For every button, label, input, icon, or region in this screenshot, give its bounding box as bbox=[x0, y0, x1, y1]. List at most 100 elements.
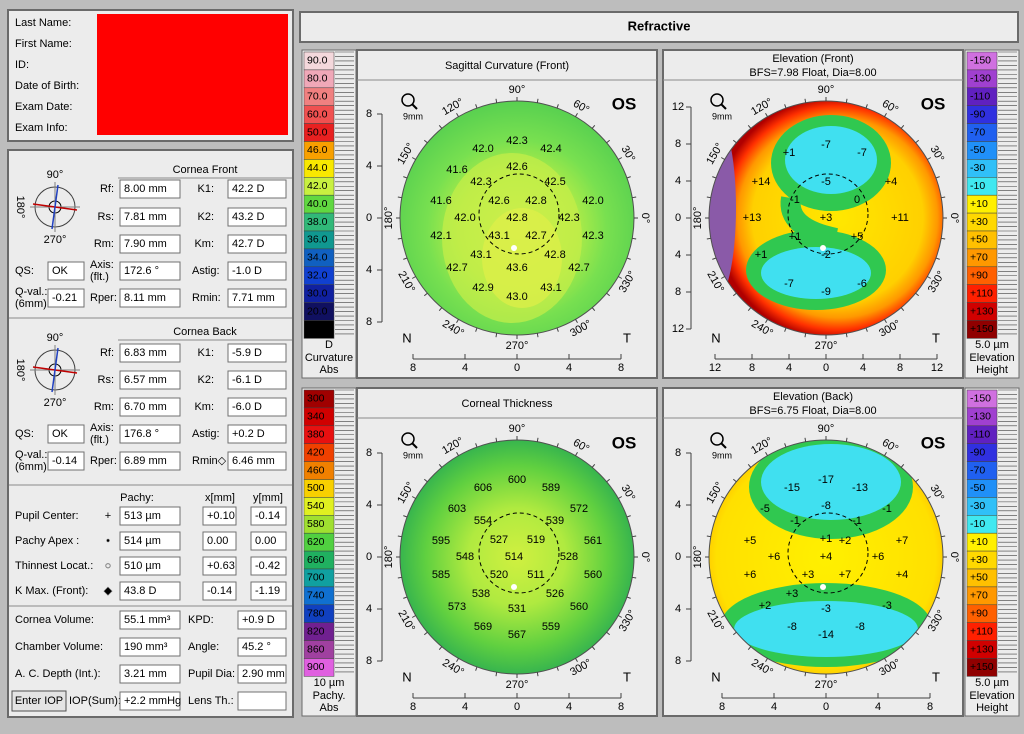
field-value-box bbox=[47, 424, 85, 444]
scale-label: -70 bbox=[970, 464, 985, 476]
scale-label: -90 bbox=[970, 446, 985, 458]
scale-label: 40.0 bbox=[307, 198, 328, 210]
map-value: -7 bbox=[857, 147, 867, 159]
enter-iop-label[interactable]: Enter IOP bbox=[15, 695, 63, 707]
y-tick-label: 4 bbox=[675, 249, 681, 261]
field-value: OK bbox=[52, 265, 69, 277]
map-value: 41.6 bbox=[430, 195, 451, 207]
pachy-symbol: • bbox=[106, 535, 110, 547]
x-tick-label: 8 bbox=[410, 362, 416, 374]
angle-tick bbox=[536, 333, 539, 338]
eye-label: OS bbox=[612, 94, 637, 113]
angle-label: 90° bbox=[818, 84, 835, 96]
angle-tick bbox=[423, 478, 428, 483]
enter-iop-button[interactable] bbox=[11, 690, 67, 712]
angle-tick bbox=[845, 437, 848, 442]
angle-tick bbox=[732, 478, 737, 483]
zoom-label: 9mm bbox=[712, 450, 732, 460]
y-tick-label: 0 bbox=[675, 551, 681, 563]
map-value: 600 bbox=[508, 474, 526, 486]
y-tick-label: 4 bbox=[675, 603, 681, 615]
angle-tick bbox=[495, 437, 498, 442]
x-tick-label: 4 bbox=[771, 701, 777, 713]
scale-label: 44.0 bbox=[307, 162, 328, 174]
map-value: +4 bbox=[820, 551, 833, 563]
zoom-icon[interactable] bbox=[710, 93, 724, 107]
patient-label: Last Name: bbox=[15, 17, 71, 29]
zoom-icon[interactable] bbox=[401, 432, 415, 446]
field-value: -0.14 bbox=[52, 455, 77, 467]
angle-tick bbox=[784, 443, 787, 448]
pupil-circle bbox=[478, 173, 560, 255]
map-value: 531 bbox=[508, 603, 526, 615]
patient-label: First Name: bbox=[15, 38, 72, 50]
zoom-icon[interactable] bbox=[710, 432, 724, 446]
map-value: -1 bbox=[790, 194, 800, 206]
field-value: -6.0 D bbox=[232, 401, 262, 413]
y-tick-label: 8 bbox=[675, 138, 681, 150]
angle-tick bbox=[536, 98, 539, 103]
map-value: -13 bbox=[852, 482, 868, 494]
map-value: 559 bbox=[542, 621, 560, 633]
angle-tick bbox=[632, 237, 637, 240]
field-label: Rm: bbox=[94, 238, 114, 250]
x-tick-label: 4 bbox=[566, 701, 572, 713]
summary-value-box bbox=[119, 691, 181, 711]
map-value: 585 bbox=[432, 569, 450, 581]
y-tick-label: 8 bbox=[366, 316, 372, 328]
angle-tick bbox=[804, 672, 807, 677]
map-value: 42.0 bbox=[582, 195, 603, 207]
map-title: Elevation (Back) bbox=[773, 391, 853, 403]
angle-tick bbox=[765, 451, 768, 456]
zoom-icon[interactable] bbox=[401, 93, 415, 107]
section-title: Cornea Front bbox=[173, 164, 238, 176]
field-value-box bbox=[227, 207, 287, 227]
map-value: +3 bbox=[820, 212, 833, 224]
map-value: 606 bbox=[474, 482, 492, 494]
field-value-box bbox=[227, 179, 287, 199]
angle-tick bbox=[411, 496, 416, 499]
map-value: -5 bbox=[821, 176, 831, 188]
zoom-icon-handle[interactable] bbox=[720, 103, 727, 110]
map-value: 42.3 bbox=[506, 135, 527, 147]
angle-label: 270° bbox=[506, 679, 529, 691]
x-tick-label: 0 bbox=[514, 701, 520, 713]
map-value: -2 bbox=[821, 249, 831, 261]
scale-label: 90.0 bbox=[307, 55, 328, 67]
pachy-header: y[mm] bbox=[253, 492, 283, 504]
angle-tick bbox=[884, 658, 887, 663]
angle-tick bbox=[438, 463, 443, 468]
angle-tick bbox=[618, 276, 623, 279]
angle-tick bbox=[747, 124, 752, 129]
map-value: -15 bbox=[784, 482, 800, 494]
field-value-box bbox=[47, 451, 85, 471]
angle-tick bbox=[606, 139, 611, 144]
angle-tick bbox=[927, 496, 932, 499]
map-value: 527 bbox=[490, 534, 508, 546]
field-value-box bbox=[227, 424, 287, 444]
summary-value: 3.21 mm bbox=[124, 668, 167, 680]
summary-label: Cornea Volume: bbox=[15, 614, 94, 626]
angle-tick bbox=[456, 451, 459, 456]
field-value: 6.57 mm bbox=[124, 374, 167, 386]
angle-tick bbox=[403, 596, 408, 599]
map-value: +5 bbox=[744, 535, 757, 547]
field-label: Rm: bbox=[94, 401, 114, 413]
angle-tick bbox=[536, 672, 539, 677]
x-tick-label: 8 bbox=[618, 362, 624, 374]
angle-tick bbox=[423, 139, 428, 144]
zoom-icon-handle[interactable] bbox=[411, 103, 418, 110]
map-value: 43.1 bbox=[470, 249, 491, 261]
zoom-icon-handle[interactable] bbox=[411, 442, 418, 449]
angle-tick bbox=[900, 463, 905, 468]
x-tick-label: 12 bbox=[709, 362, 721, 374]
zoom-icon-handle[interactable] bbox=[720, 442, 727, 449]
field-label: Rf: bbox=[100, 183, 114, 195]
section-title: Cornea Back bbox=[173, 326, 237, 338]
header-bar bbox=[299, 11, 1019, 43]
x-tick-label: 8 bbox=[749, 362, 755, 374]
x-tick-label: 12 bbox=[931, 362, 943, 374]
nasal-label: N bbox=[711, 330, 720, 345]
angle-tick bbox=[784, 327, 787, 332]
